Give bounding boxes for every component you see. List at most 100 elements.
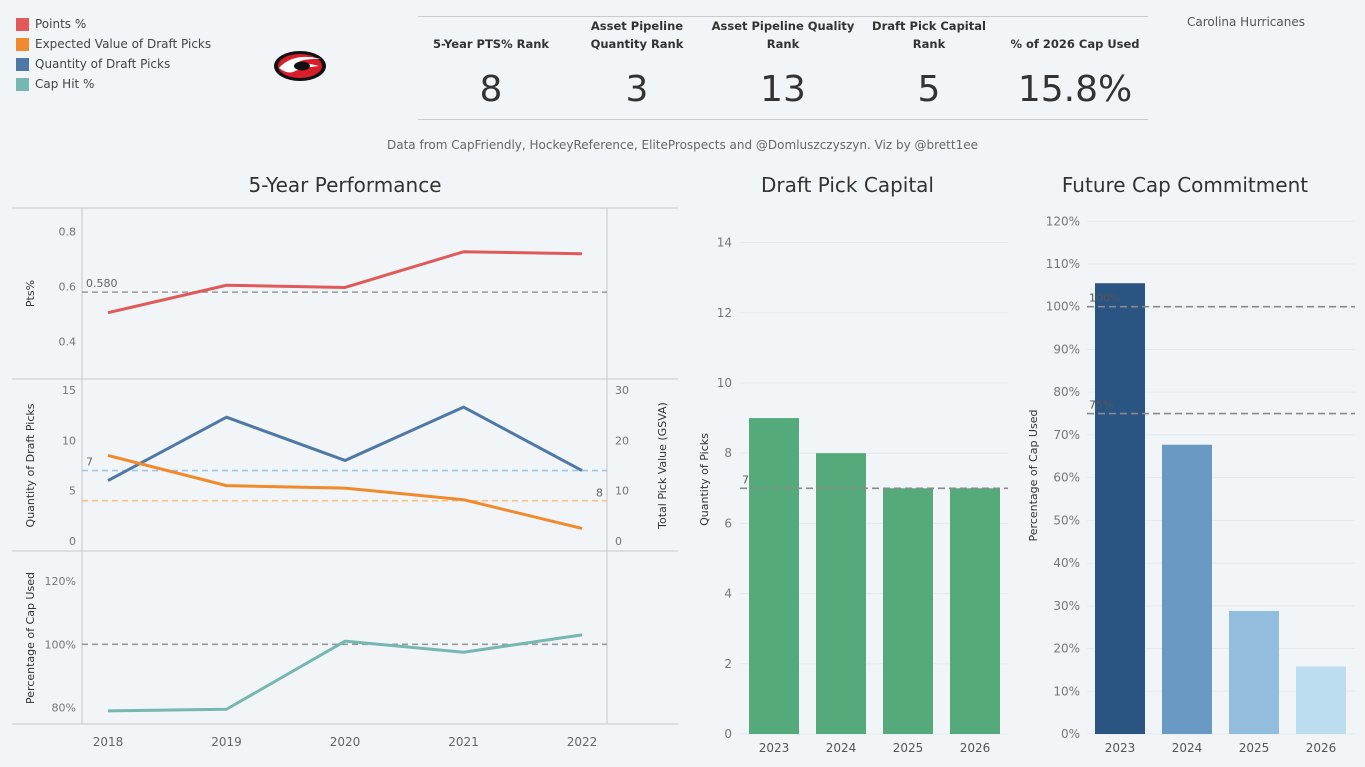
kpi-value: 13 — [760, 69, 806, 110]
series-line — [107, 453, 583, 530]
bar — [816, 453, 866, 734]
y-tick-label: 100% — [45, 638, 76, 651]
y-tick-label: 0 — [69, 535, 76, 548]
legend-item-quantity[interactable]: Quantity of Draft Picks — [16, 54, 211, 74]
legend-item-expected-value[interactable]: Expected Value of Draft Picks — [16, 34, 211, 54]
reference-label: 100% — [1089, 292, 1120, 305]
y-tick-label: 8 — [724, 446, 732, 460]
bar — [950, 488, 1000, 734]
y-tick-label: 0% — [1061, 727, 1080, 741]
draft-title: Draft Pick Capital — [760, 173, 934, 197]
bar — [1229, 610, 1279, 734]
kpi-header: Asset Pipeline Quantity Rank — [590, 19, 684, 51]
x-tick-label: 2025 — [1239, 741, 1270, 755]
performance-title: 5-Year Performance — [248, 173, 442, 197]
legend-label: Cap Hit % — [35, 77, 95, 91]
x-tick-label: 2020 — [330, 735, 361, 749]
legend-label: Points % — [35, 17, 87, 31]
bar — [1162, 444, 1212, 734]
y-tick-label: 10 — [62, 434, 76, 447]
y-tick-label: 0.6 — [59, 281, 77, 294]
x-tick-label: 2023 — [1105, 741, 1136, 755]
y-tick-label: 2 — [724, 657, 732, 671]
y-tick-label: 10 — [717, 376, 732, 390]
kpi-value: 3 — [625, 69, 649, 110]
bar — [1296, 666, 1346, 734]
x-tick-label: 2026 — [960, 741, 991, 755]
legend-label: Quantity of Draft Picks — [35, 57, 171, 71]
reference-label: 75% — [1089, 399, 1113, 412]
y-tick-label: 120% — [1046, 214, 1080, 228]
y-tick-label: 4 — [724, 587, 732, 601]
y-tick-label: 30% — [1053, 599, 1080, 613]
y-tick-label: 10% — [1053, 684, 1080, 698]
series-line — [107, 633, 583, 713]
x-tick-label: 2023 — [759, 741, 790, 755]
y2-tick-label: 30 — [615, 384, 629, 397]
bar — [883, 488, 933, 734]
y2-axis-label: Total Pick Value (GSVA) — [656, 402, 669, 530]
kpi-header: Asset Pipeline Quality Rank — [711, 19, 855, 51]
legend-swatch — [16, 77, 29, 91]
y2-tick-label: 10 — [615, 485, 629, 498]
x-tick-label: 2018 — [93, 735, 124, 749]
y-tick-label: 120% — [45, 575, 76, 588]
y-tick-label: 80% — [1053, 385, 1080, 399]
y-tick-label: 40% — [1053, 556, 1080, 570]
series-line — [107, 250, 583, 315]
kpi-value: 8 — [479, 69, 503, 110]
x-tick-label: 2024 — [1172, 741, 1203, 755]
kpi-value: 15.8% — [1017, 69, 1133, 110]
legend-swatch — [16, 17, 29, 31]
y-tick-label: 0.8 — [59, 226, 77, 239]
kpi-header: % of 2026 Cap Used — [1010, 37, 1140, 51]
legend-item-cap-hit[interactable]: Cap Hit % — [16, 74, 211, 94]
y2-tick-label: 0 — [615, 535, 622, 548]
x-tick-label: 2021 — [448, 735, 479, 749]
y-tick-label: 100% — [1046, 300, 1080, 314]
kpi-table: 5-Year PTS% Rank 8 Asset Pipeline Quanti… — [418, 16, 1148, 120]
legend-swatch — [16, 37, 29, 51]
source-credit: Data from CapFriendly, HockeyReference, … — [387, 138, 978, 152]
x-tick-label: 2019 — [211, 735, 242, 749]
performance-chart: Pts% 0.4 0.6 0.8 0.580 Quantity of Draft Pick… — [12, 207, 678, 749]
kpi-value: 5 — [917, 69, 941, 110]
reference-label: 7 — [742, 473, 749, 486]
y-tick-label: 20% — [1053, 642, 1080, 656]
y2-tick-label: 20 — [615, 434, 629, 447]
y-axis-label: Pts% — [24, 280, 37, 307]
x-tick-label: 2024 — [826, 741, 857, 755]
reference-label: 7 — [86, 456, 93, 469]
y-tick-label: 0.4 — [59, 336, 77, 349]
legend-item-points[interactable]: Points % — [16, 14, 211, 34]
team-name: Carolina Hurricanes — [1187, 15, 1305, 29]
draft-pick-chart: 0 2 4 6 8 10 12 14 Quantity of Picks 2023 2024 2025… — [698, 236, 1008, 755]
y-tick-label: 12 — [717, 306, 732, 320]
y-tick-label: 5 — [69, 485, 76, 498]
y-tick-label: 90% — [1053, 342, 1080, 356]
x-tick-label: 2022 — [567, 735, 598, 749]
reference-label: 8 — [596, 487, 603, 500]
kpi-header: 5-Year PTS% Rank — [432, 37, 550, 51]
bar — [749, 418, 799, 734]
y-tick-label: 6 — [724, 516, 732, 530]
y-axis-label: Percentage of Cap Used — [1027, 410, 1040, 542]
y-tick-label: 60% — [1053, 471, 1080, 485]
team-logo — [273, 50, 327, 86]
y-tick-label: 15 — [62, 384, 76, 397]
cap-commitment-chart: 0% 10% 20% 30% 40% 50% 60% 70% 80% 90% 100% 110% 120… — [1027, 214, 1355, 755]
reference-label: 0.580 — [86, 277, 118, 290]
cap-title: Future Cap Commitment — [1061, 173, 1309, 197]
legend-label: Expected Value of Draft Picks — [35, 37, 212, 51]
y-tick-label: 0 — [724, 727, 732, 741]
y-axis-label: Quantity of Draft Picks — [24, 403, 37, 527]
y-tick-label: 50% — [1053, 513, 1080, 527]
y-tick-label: 70% — [1053, 428, 1080, 442]
kpi-header: Draft Pick Capital Rank — [872, 19, 986, 51]
y-tick-label: 110% — [1046, 257, 1080, 271]
legend-swatch — [16, 57, 29, 71]
series-line — [107, 405, 583, 482]
x-tick-label: 2026 — [1306, 741, 1337, 755]
y-axis-label: Percentage of Cap Used — [24, 572, 37, 704]
y-tick-label: 80% — [52, 702, 76, 715]
